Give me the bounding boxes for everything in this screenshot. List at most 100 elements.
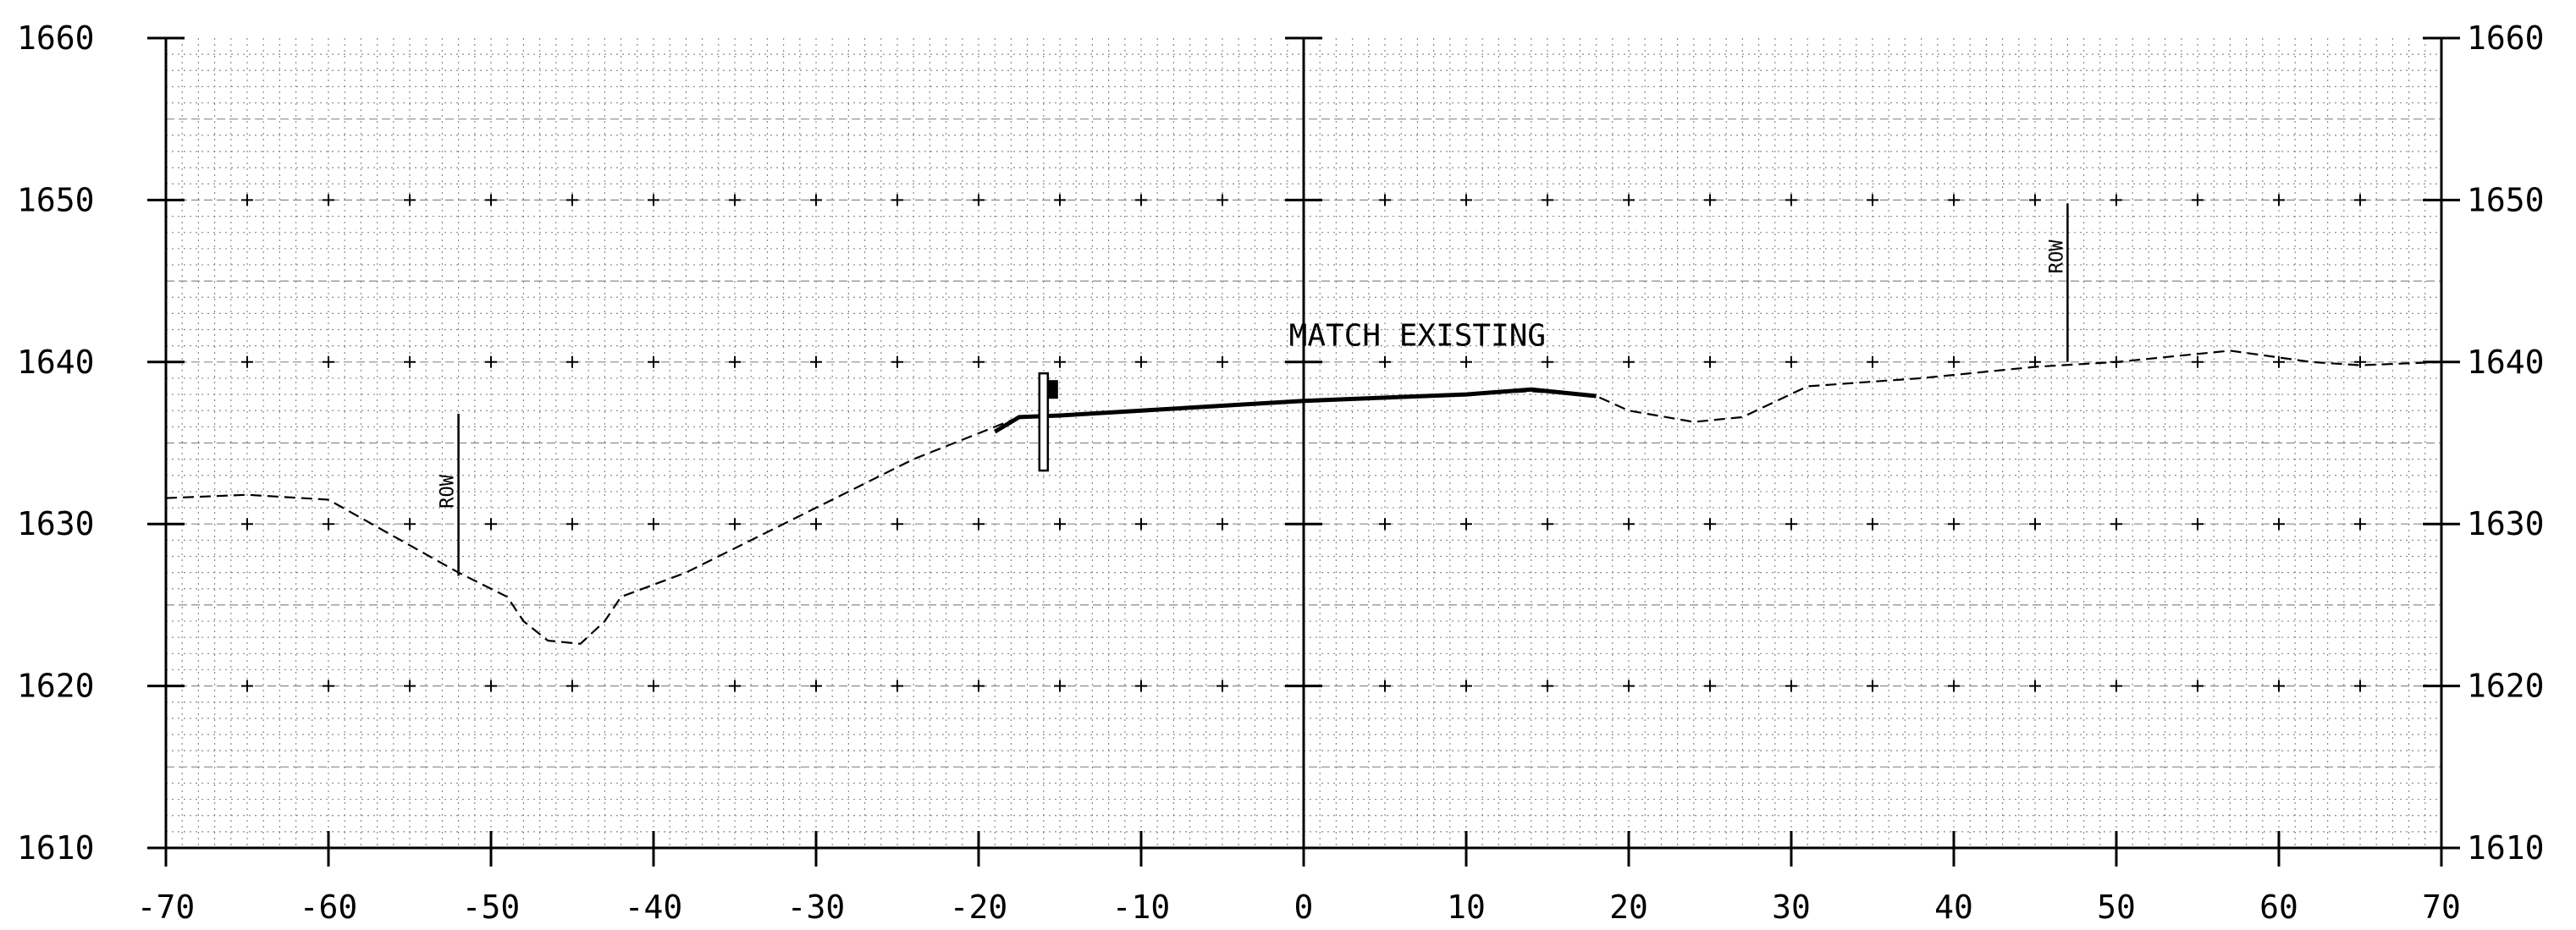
grid-cross — [1054, 680, 1066, 692]
y-tick-label-left: 1650 — [17, 181, 95, 218]
grid-cross — [1460, 194, 1472, 206]
grid-cross — [2273, 518, 2285, 531]
grid-cross — [485, 680, 497, 692]
y-tick-label-left: 1620 — [17, 668, 95, 705]
grid-cross — [729, 194, 741, 206]
grid-cross — [241, 194, 253, 206]
grid-cross — [1623, 518, 1635, 531]
y-tick-label-left: 1610 — [17, 829, 95, 867]
x-tick-label: 20 — [1609, 889, 1648, 926]
grid-cross — [2029, 194, 2041, 206]
grid-cross — [1948, 355, 1960, 368]
row-label: ROW — [2046, 239, 2067, 273]
grid-cross — [1704, 355, 1716, 368]
grid-cross — [1216, 518, 1228, 531]
grid-cross — [810, 680, 822, 692]
grid-cross — [2192, 194, 2204, 206]
y-tick-label-right: 1660 — [2467, 19, 2545, 57]
annotations: MATCH EXISTING ROW ROW — [438, 203, 2069, 576]
grid-cross — [729, 355, 741, 368]
grid-cross — [2273, 680, 2285, 692]
y-tick-label-right: 1640 — [2467, 344, 2545, 381]
y-tick-label-right: 1630 — [2467, 505, 2545, 542]
grid-cross — [1460, 518, 1472, 531]
grid-cross — [485, 194, 497, 206]
grid-cross — [1623, 680, 1635, 692]
grid-cross — [1135, 680, 1147, 692]
y-tick-label-left: 1640 — [17, 344, 95, 381]
grid-cross — [648, 680, 659, 692]
grid-cross — [323, 680, 334, 692]
grid-cross — [1135, 518, 1147, 531]
grid-cross — [810, 194, 822, 206]
grid-cross — [729, 518, 741, 531]
grid-cross — [2110, 194, 2122, 206]
grid-cross — [1542, 518, 1553, 531]
grid-cross — [1948, 194, 1960, 206]
grid-cross — [241, 680, 253, 692]
grid-cross — [1054, 355, 1066, 368]
grid-cross — [891, 518, 903, 531]
grid-cross — [2192, 355, 2204, 368]
grid-cross — [241, 355, 253, 368]
grid-cross — [2354, 194, 2366, 206]
grid-cross — [810, 518, 822, 531]
grid-cross — [1379, 518, 1391, 531]
x-tick-label: -20 — [950, 889, 1008, 926]
y-tick-label-right: 1620 — [2467, 668, 2545, 705]
grid-cross — [648, 194, 659, 206]
grid-cross — [1704, 680, 1716, 692]
grid-cross — [1460, 355, 1472, 368]
grid-cross — [485, 518, 497, 531]
y-tick-label-left: 1660 — [17, 19, 95, 57]
x-tick-label: 70 — [2422, 889, 2461, 926]
grid-cross — [404, 355, 416, 368]
grid-cross — [810, 355, 822, 368]
grid-cross — [1460, 680, 1472, 692]
grid-cross — [1135, 355, 1147, 368]
grid-cross — [891, 355, 903, 368]
grid-cross — [1216, 680, 1228, 692]
grid-cross — [241, 518, 253, 531]
profile-lines — [165, 349, 2442, 645]
row-label: ROW — [438, 474, 459, 508]
grid-cross — [1867, 194, 1878, 206]
grid-cross — [1216, 355, 1228, 368]
grid-cross — [2354, 518, 2366, 531]
tick-labels: 1610 1610 1620 1620 1630 1630 1640 1640 1650 1650… — [17, 19, 2545, 926]
grid-cross — [404, 194, 416, 206]
grid-cross — [404, 518, 416, 531]
grid-cross — [1704, 194, 1716, 206]
x-tick-label: 60 — [2259, 889, 2298, 926]
tick-marks — [147, 36, 2460, 867]
grid-cross — [2192, 680, 2204, 692]
grid-cross — [973, 355, 985, 368]
grid-cross — [1704, 518, 1716, 531]
grid-cross — [1867, 355, 1878, 368]
grid-cross — [2273, 355, 2285, 368]
x-tick-label: -40 — [625, 889, 683, 926]
grid-cross — [566, 194, 578, 206]
grid-cross — [2354, 680, 2366, 692]
x-tick-label: 10 — [1447, 889, 1486, 926]
grid-cross — [973, 194, 985, 206]
grid-cross — [1785, 518, 1797, 531]
grid-cross — [1542, 355, 1553, 368]
grid-cross — [1948, 518, 1960, 531]
grid-cross — [1867, 680, 1878, 692]
grid-cross — [1785, 355, 1797, 368]
grid-cross — [323, 518, 334, 531]
grid-cross — [1379, 680, 1391, 692]
match-existing-label: MATCH EXISTING — [1289, 319, 1546, 354]
grid-cross — [2029, 680, 2041, 692]
grid-cross — [1216, 194, 1228, 206]
grid-cross — [1623, 355, 1635, 368]
grid-cross — [1948, 680, 1960, 692]
grid-cross — [973, 680, 985, 692]
x-tick-label: 50 — [2097, 889, 2136, 926]
grid-cross — [648, 355, 659, 368]
grid-cross — [973, 518, 985, 531]
structure-marker — [1038, 371, 1050, 472]
grid-cross — [566, 680, 578, 692]
grid-cross — [1785, 194, 1797, 206]
